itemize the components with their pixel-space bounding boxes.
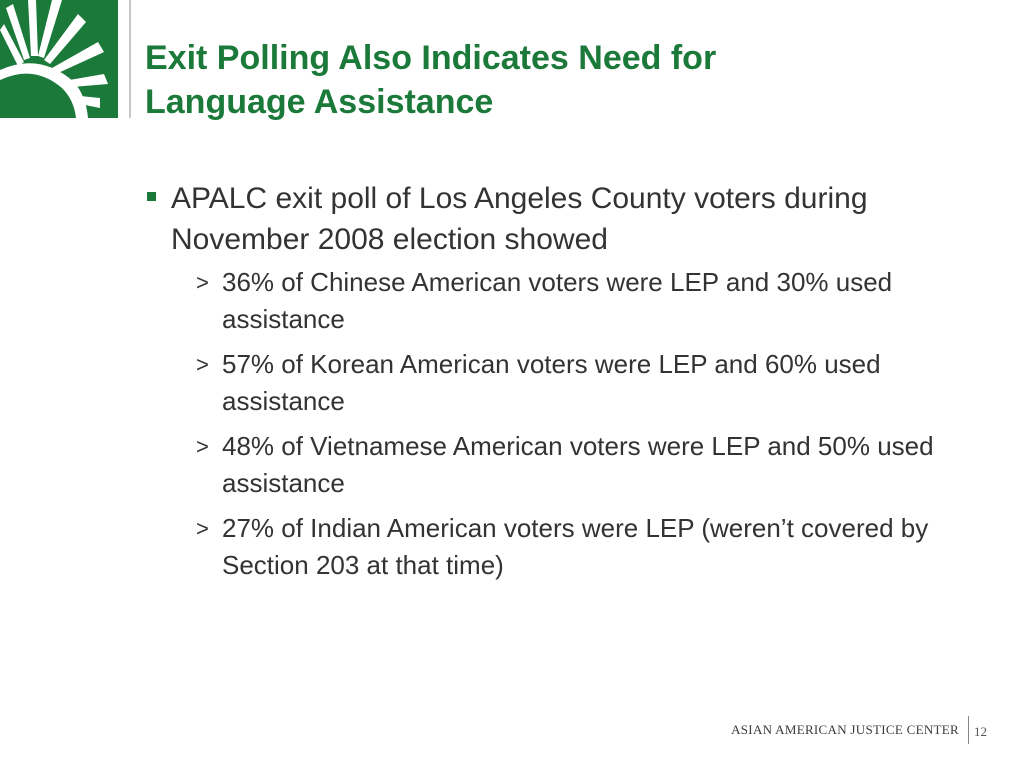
- page-number: 12: [974, 724, 987, 739]
- square-bullet-icon: [147, 192, 156, 201]
- sub-bullet-text: 48% of Vietnamese American voters were L…: [222, 431, 934, 498]
- sub-bullet-marker: >: [196, 352, 209, 377]
- sub-bullet-text: 27% of Indian American voters were LEP (…: [222, 513, 929, 580]
- sub-bullet-marker: >: [196, 434, 209, 459]
- slide-body: APALC exit poll of Los Angeles County vo…: [145, 178, 985, 592]
- sub-bullet-text: 36% of Chinese American voters were LEP …: [222, 267, 893, 334]
- slide-title: Exit Polling Also Indicates Need for Lan…: [145, 36, 985, 124]
- sunburst-logo-icon: [0, 0, 118, 118]
- sub-bullet-marker: >: [196, 516, 209, 541]
- slide-title-line: Language Assistance: [145, 83, 494, 121]
- footer-divider: [968, 716, 969, 744]
- sub-bullet: > 27% of Indian American voters were LEP…: [196, 510, 985, 584]
- sub-bullet: > 48% of Vietnamese American voters were…: [196, 428, 985, 502]
- slide-title-line: Exit Polling Also Indicates Need for: [145, 39, 717, 77]
- sub-bullet: > 36% of Chinese American voters were LE…: [196, 264, 985, 338]
- sub-bullet-text: 57% of Korean American voters were LEP a…: [222, 349, 881, 416]
- footer-organization-name: ASIAN AMERICAN JUSTICE CENTER: [731, 722, 959, 737]
- sub-bullet-marker: >: [196, 270, 209, 295]
- main-bullet-text: APALC exit poll of Los Angeles County vo…: [171, 182, 868, 256]
- sub-bullet: > 57% of Korean American voters were LEP…: [196, 346, 985, 420]
- sub-bullet-list: > 36% of Chinese American voters were LE…: [145, 264, 985, 584]
- logo-divider: [129, 0, 131, 118]
- main-bullet: APALC exit poll of Los Angeles County vo…: [145, 178, 985, 260]
